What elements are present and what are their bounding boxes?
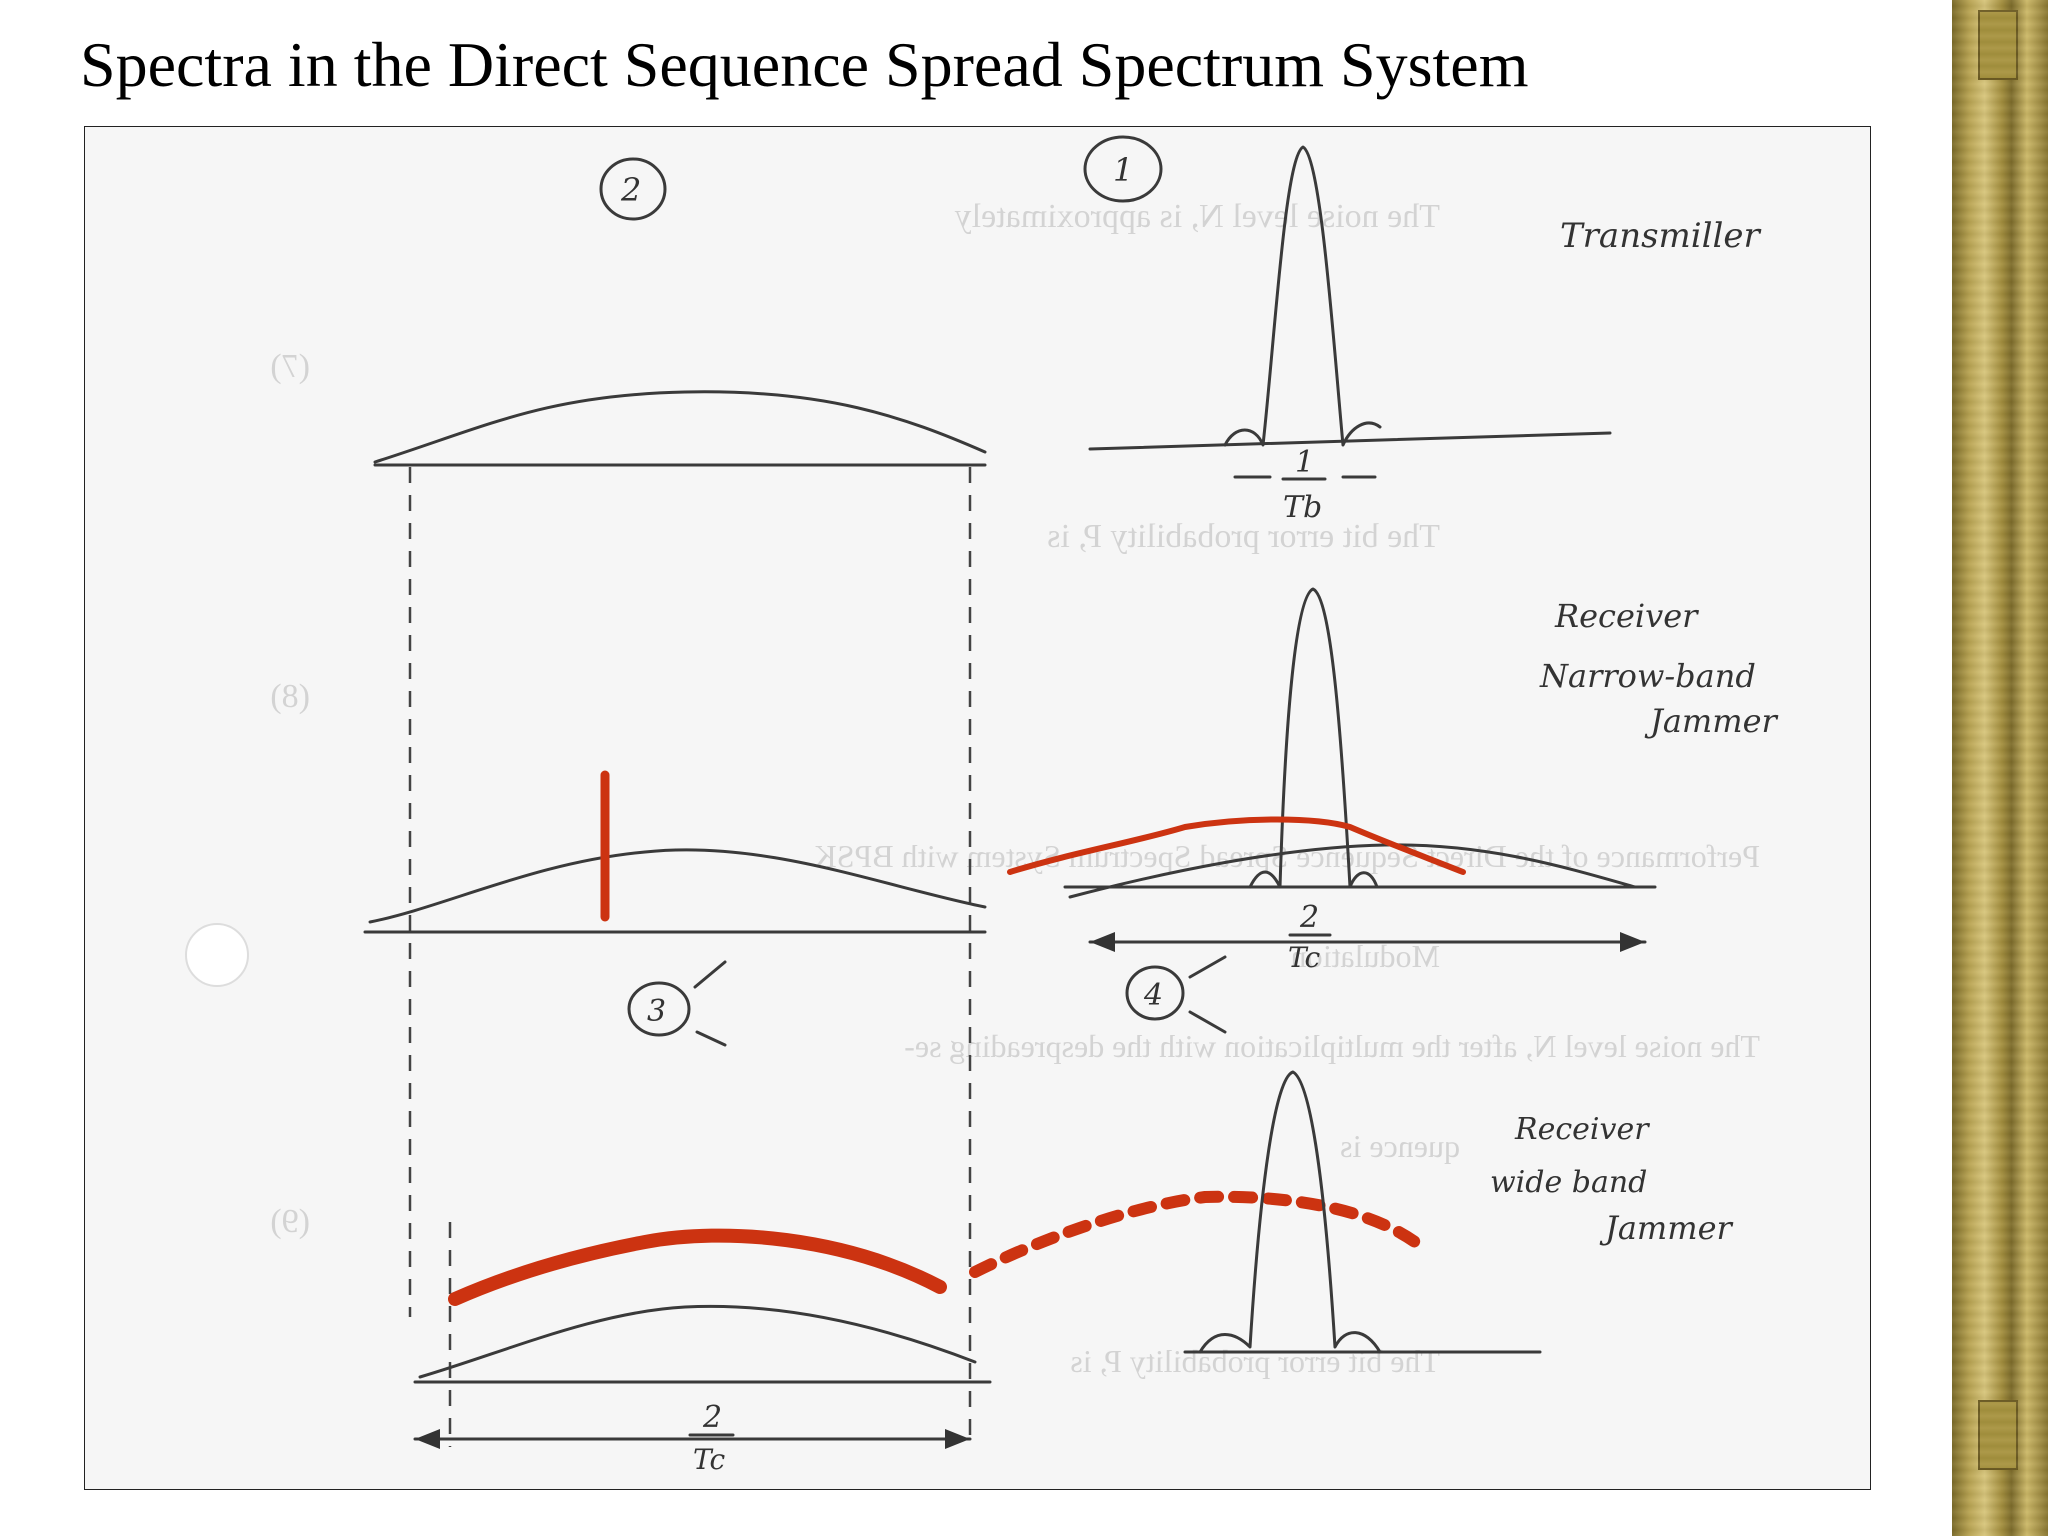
sidebar-notch-top xyxy=(1978,10,2018,80)
spectrum-3-4-narrowband: 3 2 Tc 4 Receiver Narrow-band Jammer xyxy=(363,587,1779,1047)
chip-width-numerator-b: 2 xyxy=(702,1400,722,1435)
chip-width-denominator-a: Tc xyxy=(1288,941,1321,974)
spectrum-1-narrow: 1 1 Tb Transmiller xyxy=(1083,135,1762,525)
spectrum-5-wideband: 2 Tc Receiver wide band Jammer xyxy=(413,1070,1734,1476)
label-receiver-narrow: Receiver xyxy=(1554,597,1699,635)
wideband-jammer-solid xyxy=(448,1228,947,1306)
ghost-line-1: The noise level N, is approximately xyxy=(955,198,1440,235)
spread-jammer-curve xyxy=(1007,816,1466,875)
ghost-line-2: The bit error probability P, is xyxy=(1047,518,1440,555)
chip-width-arrowhead-right-b xyxy=(945,1429,970,1449)
label-wideband: wide band xyxy=(1490,1165,1647,1200)
label-circle-2-text: 2 xyxy=(620,171,641,209)
spectrum-2-spread: 2 xyxy=(373,157,987,467)
ghost-line-4: Modulation xyxy=(1291,938,1440,974)
circle-4-pointers xyxy=(1188,955,1227,1034)
sidebar-notch-bottom xyxy=(1978,1400,2018,1470)
label-circle-3-text: 3 xyxy=(647,994,666,1029)
wide-spectrum-2 xyxy=(373,390,987,464)
chip-width-denominator-b: Tc xyxy=(693,1443,726,1476)
label-circle-1-text: 1 xyxy=(1113,151,1133,189)
despread-spectrum-3 xyxy=(368,848,987,924)
wideband-jammer-dotted xyxy=(969,1190,1421,1278)
label-transmitter: Transmiller xyxy=(1560,216,1762,256)
sinc-peak-4 xyxy=(1248,587,1379,889)
label-jammer-wide: Jammer xyxy=(1599,1209,1734,1247)
label-jammer-narrow: Jammer xyxy=(1644,702,1779,740)
label-narrowband: Narrow-band xyxy=(1539,657,1756,695)
label-circle-2 xyxy=(599,157,667,221)
wide-spectrum-4 xyxy=(1068,843,1637,899)
ghost-line-5: The noise level N, after the multiplicat… xyxy=(904,1028,1760,1064)
bit-width-numerator: 1 xyxy=(1295,445,1314,480)
sinc-peak-6 xyxy=(1198,1070,1382,1354)
background-scan-text: The noise level N, is approximately The … xyxy=(270,198,1760,1379)
bit-width-denominator: Tb xyxy=(1283,490,1322,525)
binder-hole xyxy=(185,923,249,987)
chip-width-arrowhead-left-b xyxy=(415,1429,440,1449)
ghost-eq-9: (9) xyxy=(270,1203,310,1240)
chip-width-arrowhead-left-a xyxy=(1090,932,1115,952)
spectra-drawing: The noise level N, is approximately The … xyxy=(270,135,1779,1476)
slide-title: Spectra in the Direct Sequence Spread Sp… xyxy=(80,29,1529,100)
ghost-eq-7: (7) xyxy=(270,348,310,385)
ghost-line-6: quence is xyxy=(1340,1128,1460,1164)
hand-drawn-spectra-sketch: The noise level N, is approximately The … xyxy=(84,126,1871,1490)
chip-width-arrowhead-right-a xyxy=(1620,932,1645,952)
despread-spectrum-5 xyxy=(418,1304,977,1379)
label-circle-4 xyxy=(1125,965,1185,1021)
label-circle-1 xyxy=(1083,135,1163,203)
label-circle-4-text: 4 xyxy=(1143,978,1163,1013)
label-receiver-wide: Receiver xyxy=(1514,1112,1650,1147)
ghost-line-3: Performance of the Direct Sequence Sprea… xyxy=(814,838,1760,874)
ghost-line-7: The bit error probability P, is xyxy=(1070,1343,1440,1379)
circle-3-pointers xyxy=(693,960,727,1047)
baseline-1 xyxy=(1088,431,1612,451)
decorative-gold-sidebar xyxy=(1952,0,2048,1536)
ghost-eq-8: (8) xyxy=(270,678,310,715)
chip-width-numerator-a: 2 xyxy=(1299,900,1319,935)
sinc-peak-1 xyxy=(1223,145,1382,447)
label-circle-3 xyxy=(627,981,691,1037)
